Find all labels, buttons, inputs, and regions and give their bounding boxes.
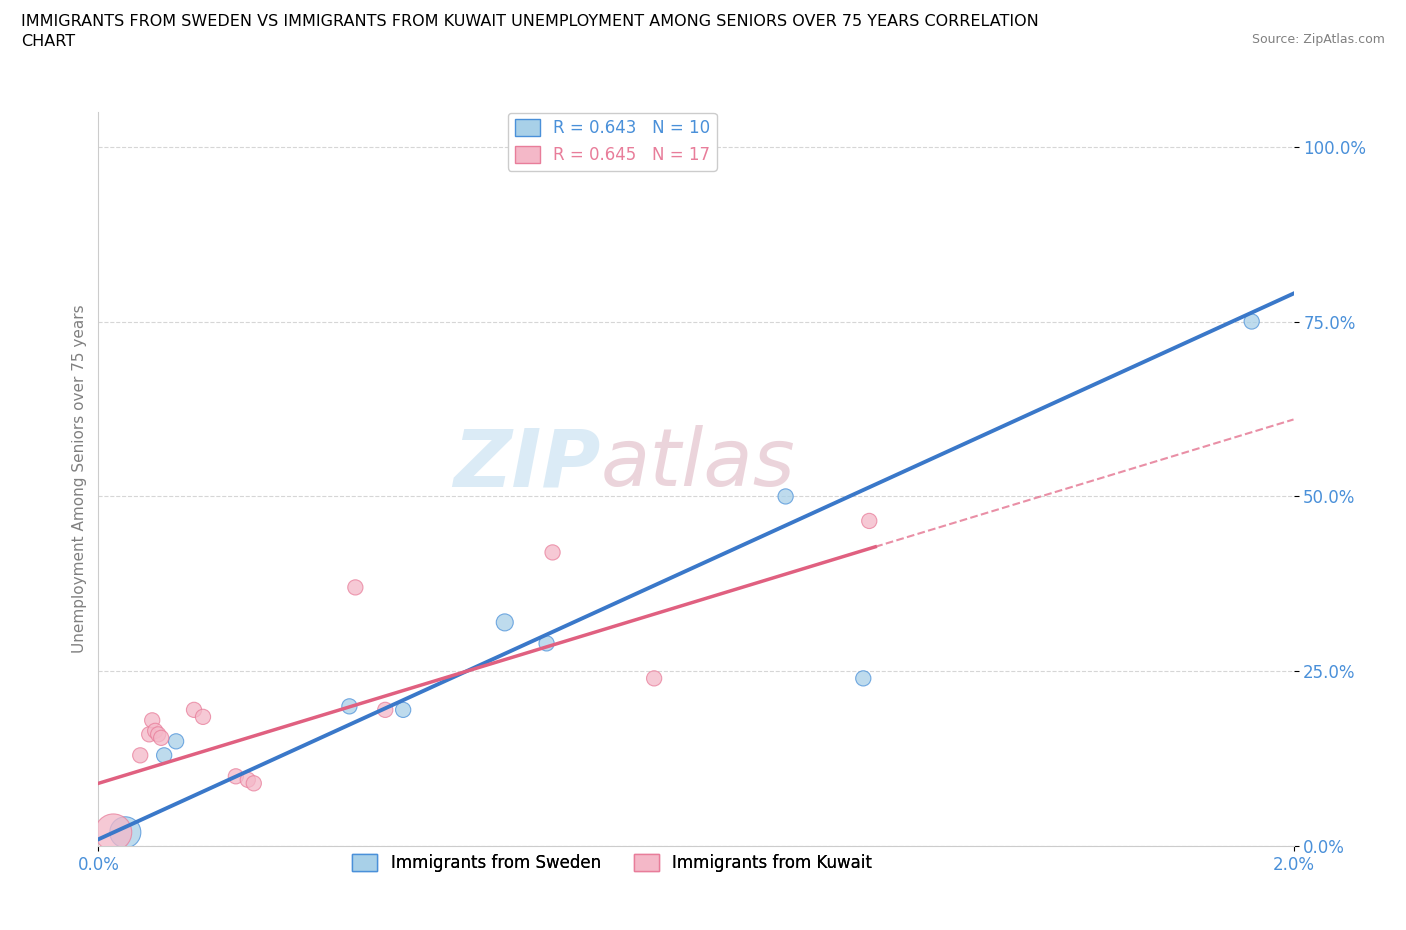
Text: ZIP: ZIP — [453, 425, 600, 503]
Point — [148, 727, 170, 742]
Point — [243, 776, 266, 790]
Point — [129, 748, 152, 763]
Point — [138, 727, 160, 742]
Text: IMMIGRANTS FROM SWEDEN VS IMMIGRANTS FROM KUWAIT UNEMPLOYMENT AMONG SENIORS OVER: IMMIGRANTS FROM SWEDEN VS IMMIGRANTS FRO… — [21, 14, 1039, 29]
Point — [153, 748, 176, 763]
Point — [143, 724, 166, 738]
Point — [643, 671, 665, 685]
Point — [541, 545, 564, 560]
Point — [103, 825, 125, 840]
Legend: Immigrants from Sweden, Immigrants from Kuwait: Immigrants from Sweden, Immigrants from … — [346, 847, 879, 878]
Point — [374, 702, 396, 717]
Point — [392, 702, 415, 717]
Point — [1240, 314, 1263, 329]
Point — [191, 710, 214, 724]
Text: Source: ZipAtlas.com: Source: ZipAtlas.com — [1251, 33, 1385, 46]
Point — [852, 671, 875, 685]
Point — [236, 773, 259, 788]
Point — [858, 513, 880, 528]
Point — [339, 699, 360, 714]
Text: CHART: CHART — [21, 34, 75, 49]
Point — [536, 636, 558, 651]
Point — [183, 702, 205, 717]
Point — [165, 734, 187, 749]
Point — [150, 730, 173, 745]
Point — [114, 825, 136, 840]
Point — [775, 489, 797, 504]
Text: atlas: atlas — [600, 425, 796, 503]
Point — [344, 580, 367, 595]
Point — [225, 769, 247, 784]
Point — [494, 615, 516, 630]
Y-axis label: Unemployment Among Seniors over 75 years: Unemployment Among Seniors over 75 years — [72, 305, 87, 653]
Point — [141, 713, 163, 728]
